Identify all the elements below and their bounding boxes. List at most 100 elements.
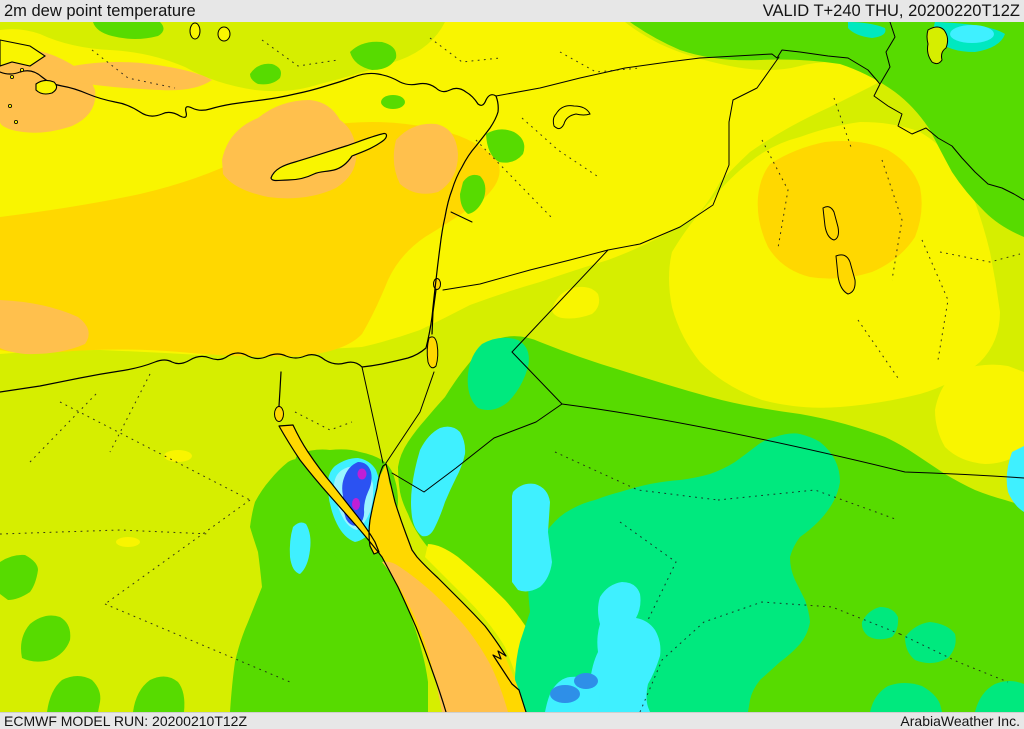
admin-dotted-lines (0, 37, 1021, 712)
sw-green-2 (21, 615, 71, 662)
emerald-blob-1 (905, 622, 956, 664)
sw-green-4 (133, 676, 185, 712)
model-run-label: ECMWF MODEL RUN: 20200210T12Z (4, 713, 247, 729)
sw-green-1 (0, 554, 38, 600)
small-island-2 (19, 68, 24, 73)
small-island-3 (7, 104, 12, 109)
egypt-israel-border (361, 366, 384, 464)
dotted-egypt-4 (0, 529, 211, 535)
sw-green-3 (47, 676, 101, 712)
mediterranean-gold (0, 121, 500, 357)
jordan-yellow-spot (552, 286, 600, 319)
dotted-turkey-3 (429, 37, 501, 63)
sinai-purple-2 (352, 498, 360, 510)
dotted-iraq-1 (761, 139, 789, 249)
dotted-turkey-2 (261, 39, 339, 67)
lake-tharthar (822, 206, 839, 241)
red-sea-water (278, 424, 527, 712)
saudi-emerald-core (515, 433, 840, 712)
cyprus-island (270, 132, 388, 182)
ne-corner-green (630, 22, 1024, 237)
purple-spots (352, 468, 367, 510)
dotted-saudi-3 (899, 633, 1009, 683)
egypt-eastern-desert-green (230, 458, 428, 712)
dotted-iraq-3 (881, 159, 903, 281)
nw-cyprus-orange (222, 100, 357, 199)
attribution-label: ArabiaWeather Inc. (900, 713, 1020, 729)
lake-razzazah (835, 254, 856, 295)
page-title: 2m dew point temperature (4, 1, 196, 20)
lebanon-border (450, 211, 473, 223)
lakes (189, 22, 949, 464)
dotted-egypt-6 (109, 373, 151, 453)
rhodes-island (35, 79, 58, 95)
lake-urmia (926, 26, 949, 65)
emerald-blob-4 (975, 681, 1024, 712)
orange-regions (0, 48, 458, 355)
dead-sea (426, 336, 439, 369)
arava-line (385, 371, 435, 464)
footer-bar: ECMWF MODEL RUN: 20200210T12Z ArabiaWeat… (0, 712, 1024, 729)
ne-turquoise-2 (848, 22, 886, 38)
small-island-1 (9, 75, 14, 80)
dotted-egypt-3 (104, 603, 291, 683)
coastlines (0, 39, 499, 393)
saudi-blue-2 (574, 673, 598, 689)
syria-jordan-border (442, 249, 609, 291)
saudi-blue-1 (550, 685, 580, 703)
dotted-turkey-4 (559, 51, 641, 73)
left-edge-orange (0, 300, 89, 355)
dotted-saudi-1 (717, 489, 899, 521)
se-iraq-yellow (935, 364, 1024, 464)
jordan-cyan (512, 483, 552, 592)
dotted-syria-2 (475, 139, 553, 219)
sinai-purple-1 (357, 468, 367, 480)
emerald-blob-2 (861, 607, 899, 640)
emerald-regions (467, 337, 1024, 712)
bitter-lake (274, 406, 284, 422)
antilebanon-green (460, 174, 486, 214)
aegean-peninsula (0, 39, 46, 67)
turkey-lake-2 (217, 26, 231, 42)
saudi-cyan-1 (590, 582, 661, 712)
dotted-sinai (294, 411, 353, 431)
dotted-saudi-4 (619, 521, 677, 621)
ne-cyan-core (950, 25, 994, 43)
red-sea-orange (382, 561, 508, 712)
right-edge-cyan (1006, 446, 1024, 512)
nw-syria-green (486, 129, 525, 163)
dotted-ne-1 (939, 251, 1021, 263)
turkey-green-1 (93, 22, 164, 39)
dotted-syria-1 (521, 117, 601, 179)
weather-map (0, 22, 1024, 712)
egypt-cyan-strip (289, 522, 311, 574)
dotted-iraq-4 (921, 239, 949, 361)
turkey-green-3 (350, 41, 397, 70)
syria-iraq-border (607, 56, 780, 251)
turkey-green-4 (381, 95, 405, 109)
jordan-emerald-core (467, 337, 529, 410)
suez-canal (278, 371, 282, 407)
egypt-yellow-spot-1 (164, 450, 192, 462)
small-island-4 (13, 120, 18, 125)
keban-reservoir (552, 105, 591, 130)
turkey-top-band (0, 22, 445, 92)
red-sea-coastline (278, 424, 527, 712)
turkey-lake-1 (189, 22, 201, 40)
turkey-iran-border (879, 22, 896, 85)
dotted-saudi-2 (639, 601, 901, 712)
main-coastline (0, 70, 499, 393)
valid-time-label: VALID T+240 THU, 20200220T12Z (762, 1, 1020, 20)
iraq-saudi-border (561, 403, 1024, 479)
turkey-syria-border (495, 49, 849, 97)
antalya-orange-strip (55, 62, 212, 91)
turkey-green-2 (250, 63, 281, 85)
dotted-egypt-1 (59, 401, 251, 501)
blue-spots (550, 673, 598, 703)
jordan-iraq-border (511, 249, 609, 353)
central-iraq-gold (757, 141, 922, 279)
egypt-yellow-spot-2 (116, 537, 140, 547)
gold-regions (0, 121, 922, 357)
turkey-iraq-iran-border (847, 57, 1024, 201)
header-bar: 2m dew point temperature VALID T+240 THU… (0, 0, 1024, 22)
